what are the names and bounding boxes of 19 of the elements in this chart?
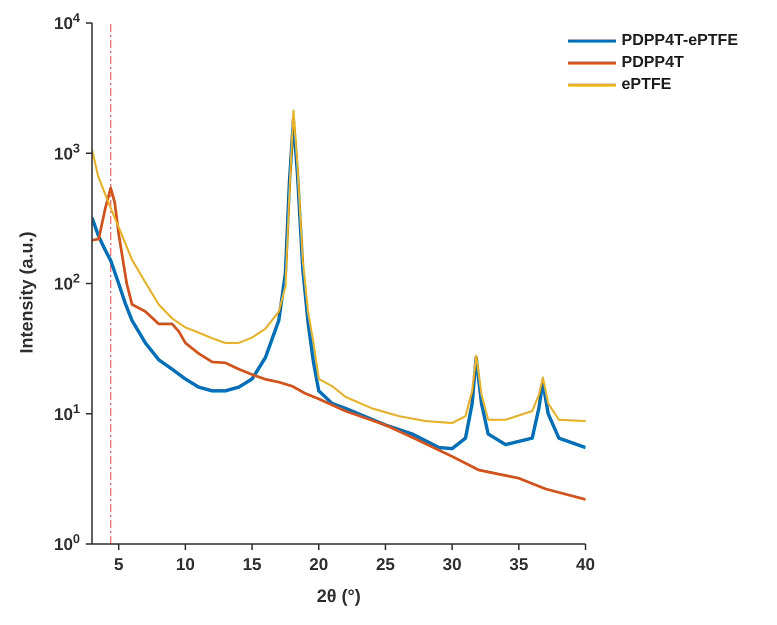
legend-label: ePTFE: [622, 75, 672, 95]
x-axis-title: 2θ (°): [316, 586, 361, 606]
x-tick-label: 40: [576, 555, 595, 574]
y-tick-label: 10$^{2}$: [54, 270, 80, 294]
x-tick-label: 25: [376, 555, 395, 574]
legend-label: PDPP4T-ePTFE: [622, 31, 738, 51]
x-tick-label: 10: [176, 555, 195, 574]
y-tick-label: 10$^{0}$: [54, 530, 80, 554]
x-tick-label: 35: [509, 555, 528, 574]
x-tick-label: 30: [442, 555, 462, 574]
y-tick-label: 10$^{1}$: [54, 400, 80, 424]
y-tick-label: 10$^{3}$: [54, 140, 80, 164]
x-tick-label: 15: [242, 555, 262, 574]
x-tick-label: 20: [309, 555, 328, 574]
y-axis-title: Intensity (a.u.): [16, 231, 36, 354]
y-tick-label: 10$^{4}$: [54, 10, 81, 33]
line-series: [92, 186, 586, 501]
x-tick-label: 5: [114, 555, 124, 574]
legend-label: PDPP4T: [622, 53, 684, 73]
